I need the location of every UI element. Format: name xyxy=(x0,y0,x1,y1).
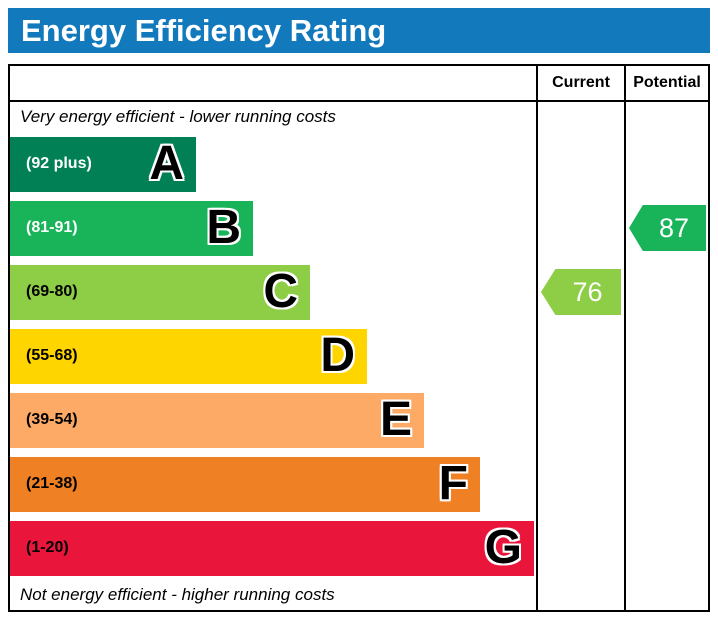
top-caption: Very energy efficient - lower running co… xyxy=(20,107,336,126)
header-spacer-cell xyxy=(10,66,536,100)
band-letter: D xyxy=(320,329,355,383)
band-row: (39-54) E xyxy=(10,388,536,452)
band-bar: (55-68) D xyxy=(10,328,367,384)
band-row: (92 plus) A xyxy=(10,132,536,196)
table-body: Very energy efficient - lower running co… xyxy=(10,102,708,610)
potential-column-header: Potential xyxy=(624,66,708,100)
band-bar: (92 plus) A xyxy=(10,136,196,192)
band-letter: G xyxy=(484,521,522,575)
band-row: (21-38) F xyxy=(10,452,536,516)
bands-area: Very energy efficient - lower running co… xyxy=(10,102,536,610)
band-row: (81-91) B xyxy=(10,196,536,260)
current-column: 76 xyxy=(536,102,624,610)
band-bar: (69-80) C xyxy=(10,264,310,320)
bands: (92 plus) A (81-91) B (69-80) C (55-68) … xyxy=(10,132,536,580)
band-letter: B xyxy=(206,201,241,255)
band-range-label: (81-91) xyxy=(26,219,78,236)
band-letter: A xyxy=(149,137,184,191)
band-bar: (39-54) E xyxy=(10,392,424,448)
band-range-label: (69-80) xyxy=(26,283,78,300)
band-letter: F xyxy=(438,457,468,511)
band-row: (69-80) C xyxy=(10,260,536,324)
band-range-label: (1-20) xyxy=(26,539,69,556)
band-bar: (81-91) B xyxy=(10,200,253,256)
current-rating-arrow: 76 xyxy=(541,269,621,315)
band-letter: C xyxy=(263,265,298,319)
band-range-label: (55-68) xyxy=(26,347,78,364)
potential-rating-arrow: 87 xyxy=(629,205,706,251)
band-row: (55-68) D xyxy=(10,324,536,388)
potential-column: 87 xyxy=(624,102,708,610)
current-column-header: Current xyxy=(536,66,624,100)
band-bar: (21-38) F xyxy=(10,456,480,512)
table-header-row: Current Potential xyxy=(10,66,708,102)
current-rating-value: 76 xyxy=(572,276,603,307)
chart-title-bar: Energy Efficiency Rating xyxy=(8,8,710,53)
band-bar: (1-20) G xyxy=(10,520,534,576)
band-letter: E xyxy=(379,393,412,447)
band-range-label: (92 plus) xyxy=(26,155,92,172)
band-range-label: (21-38) xyxy=(26,475,78,492)
bottom-caption: Not energy efficient - higher running co… xyxy=(20,585,335,604)
band-range-label: (39-54) xyxy=(26,411,78,428)
potential-rating-value: 87 xyxy=(658,212,690,243)
chart-box: Current Potential Very energy efficient … xyxy=(8,64,710,612)
band-row: (1-20) G xyxy=(10,516,536,580)
page-title: Energy Efficiency Rating xyxy=(21,12,387,48)
